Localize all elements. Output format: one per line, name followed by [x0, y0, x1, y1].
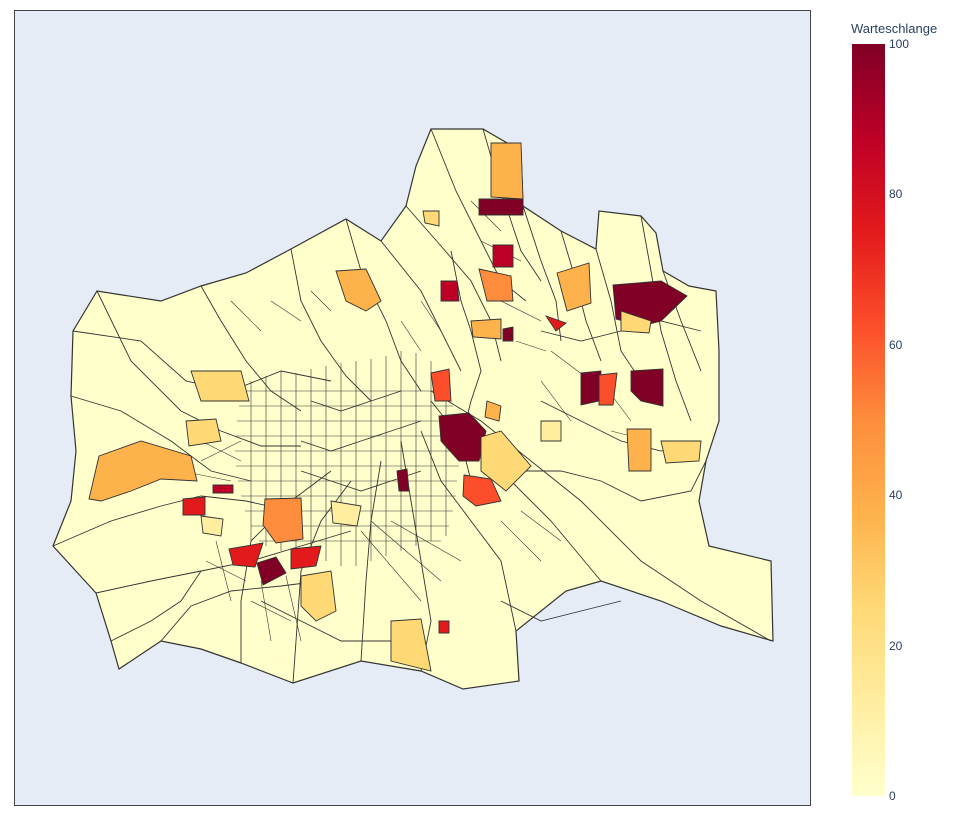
colorbar-tick-label: 0 [889, 789, 896, 803]
colorbar-tick-label: 80 [889, 187, 903, 202]
highlighted-regions [88, 142, 702, 672]
colorbar [852, 44, 885, 796]
colorbar-tick-label: 20 [889, 638, 903, 653]
colorbar-tick-label: 40 [889, 488, 903, 503]
inner-district-grid [180, 200, 652, 642]
colorbar-title: Warteschlange [851, 21, 938, 36]
colorbar-tick-label: 100 [889, 37, 910, 51]
map-panel[interactable] [14, 10, 811, 806]
colorbar-tick-label: 60 [889, 337, 903, 352]
choropleth-map[interactable] [15, 11, 810, 805]
